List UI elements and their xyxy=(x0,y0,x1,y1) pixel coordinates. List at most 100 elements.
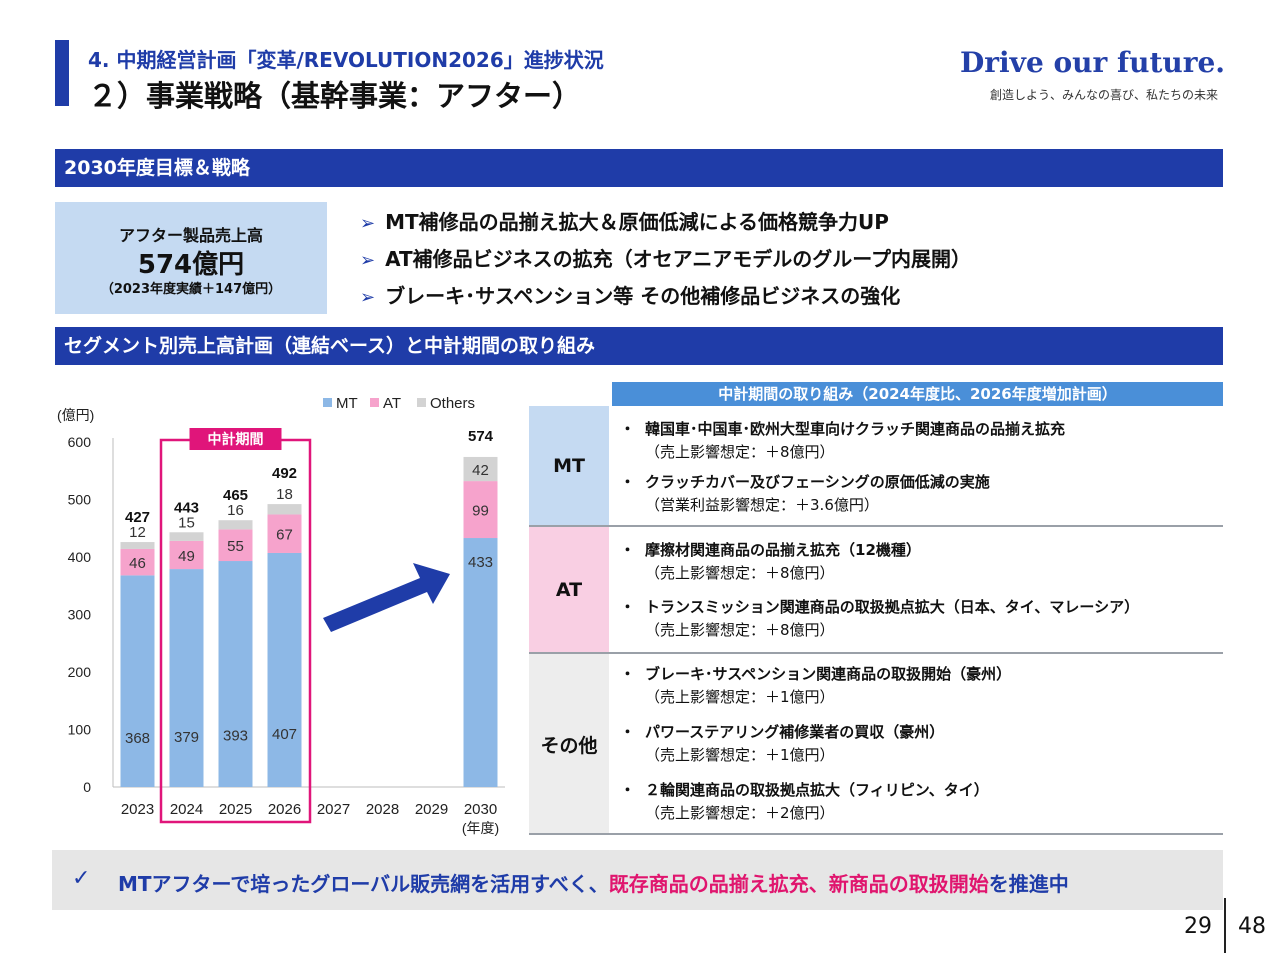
bar-segment-mt xyxy=(120,575,155,787)
bar-segment-others xyxy=(267,504,302,515)
bullet-icon: ・ xyxy=(620,781,636,799)
data-label: 368 xyxy=(125,730,150,747)
initiative-item: ・トランスミッション関連商品の取扱拠点拡大（日本、タイ、マレーシア） （売上影響… xyxy=(620,596,1139,642)
bar-segment-others xyxy=(463,456,498,482)
strategy-text: MT補修品の品揃え拡大＆原価低減による価格競争力UP xyxy=(385,210,889,234)
data-label: 16 xyxy=(227,502,244,519)
x-tick-label: 2029 xyxy=(415,801,448,818)
header-subtitle: 4. 中期経営計画「変革/REVOLUTION2026」進捗状況 xyxy=(88,48,604,72)
brand-tagline: 創造しよう、みんなの喜び、私たちの未来 xyxy=(989,88,1218,102)
summary-box xyxy=(52,850,1223,910)
initiative-sub: （売上影響想定：＋8億円） xyxy=(645,564,835,582)
strategy-text: AT補修品ビジネスの拡充（オセアニアモデルのグループ内展開） xyxy=(385,247,972,271)
initiative-main: 韓国車･中国車･欧州大型車向けクラッチ関連商品の品揃え拡充 xyxy=(645,420,1066,438)
page-divider xyxy=(1224,898,1226,953)
summary-text: MTアフターで培ったグローバル販売網を活用すべく、既存商品の品揃え拡充、新商品の… xyxy=(118,868,1069,897)
growth-arrow-icon xyxy=(323,563,450,632)
bar-segment-at xyxy=(267,514,302,553)
initiative-sub: （売上影響想定：＋1億円） xyxy=(645,688,835,706)
y-tick-label: 600 xyxy=(68,434,92,450)
data-label: 379 xyxy=(174,729,199,746)
bar-segment-others xyxy=(218,520,253,530)
bar-segment-others xyxy=(120,542,155,549)
category-at: AT xyxy=(529,527,609,652)
initiative-item: ・摩擦材関連商品の品揃え拡充（12機種） （売上影響想定：＋8億円） xyxy=(620,539,921,585)
initiative-item: ・クラッチカバー及びフェーシングの原価低減の実施 （営業利益影響想定：＋3.6億… xyxy=(620,471,990,517)
initiative-main: ２輪関連商品の取扱拠点拡大（フィリピン、タイ） xyxy=(645,781,989,799)
legend-label: MT xyxy=(336,395,358,412)
data-label: 12 xyxy=(129,524,146,541)
segment-sales-chart: 0 100 200 300 400 500 600 (億円) 2023 2024 2025 2026 2… xyxy=(57,395,505,836)
bar-segment-mt xyxy=(218,561,253,787)
initiative-sub: （売上影響想定：＋2億円） xyxy=(645,804,835,822)
category-others: その他 xyxy=(529,654,609,834)
x-tick-label: 2026 xyxy=(268,801,301,818)
page-number: 29 xyxy=(1184,914,1212,939)
bar-segment-at xyxy=(463,481,498,539)
legend-swatch xyxy=(323,398,332,407)
bar-segment-mt xyxy=(463,538,498,787)
bullet-icon: ・ xyxy=(620,420,636,438)
data-label: 55 xyxy=(227,538,244,555)
target-label: アフター製品売上高 xyxy=(118,226,263,245)
y-tick-label: 400 xyxy=(68,549,92,565)
initiatives-header: 中計期間の取り組み（2024年度比、2026年度増加計画） xyxy=(612,382,1223,406)
check-icon: ✓ xyxy=(72,866,91,891)
target-box: アフター製品売上高 574億円 （2023年度実績＋147億円） xyxy=(55,202,327,314)
bullet-icon: ・ xyxy=(620,598,636,616)
y-tick-label: 300 xyxy=(68,607,92,623)
target-value: 574億円 xyxy=(137,250,245,280)
legend-label: AT xyxy=(383,395,401,412)
row-divider xyxy=(529,652,1223,654)
y-tick-label: 0 xyxy=(83,779,91,795)
data-label: 49 xyxy=(178,548,195,565)
data-label: 433 xyxy=(468,554,493,571)
target-note: （2023年度実績＋147億円） xyxy=(100,282,282,297)
initiative-sub: （売上影響想定：＋1億円） xyxy=(645,746,835,764)
bar-segment-at xyxy=(169,540,204,570)
arrow-bullet-icon: ➢ xyxy=(360,213,376,234)
x-tick-label: 2028 xyxy=(366,801,399,818)
x-axis-label: (年度) xyxy=(462,820,499,836)
initiative-sub: （営業利益影響想定：＋3.6億円） xyxy=(645,496,879,514)
strategy-item: ➢ MT補修品の品揃え拡大＆原価低減による価格競争力UP xyxy=(360,206,889,235)
section-title-segments: セグメント別売上高計画（連結ベース）と中計期間の取り組み xyxy=(55,327,1223,365)
page-title: ２）事業戦略（基幹事業：アフター） xyxy=(88,79,582,113)
y-tick-label: 200 xyxy=(68,664,92,680)
legend-swatch xyxy=(417,398,426,407)
data-label: 99 xyxy=(472,503,489,520)
bar-segment-mt xyxy=(169,569,204,787)
header-accent-bar xyxy=(55,40,69,106)
y-tick-label: 500 xyxy=(68,492,92,508)
brand-logo: Drive our future. xyxy=(960,46,1226,79)
initiative-main: トランスミッション関連商品の取扱拠点拡大（日本、タイ、マレーシア） xyxy=(645,598,1140,616)
x-tick-label: 2030 xyxy=(464,801,497,818)
initiative-item: ・ブレーキ･サスペンション関連商品の取扱開始（豪州） （売上影響想定：＋1億円） xyxy=(620,663,1011,709)
bar-segment-mt xyxy=(267,552,302,787)
page-total: 48 xyxy=(1238,914,1266,939)
data-label: 18 xyxy=(276,486,293,503)
y-tick-label: 100 xyxy=(68,722,92,738)
initiative-item: ・パワーステアリング補修業者の買収（豪州） （売上影響想定：＋1億円） xyxy=(620,721,944,767)
legend-label: Others xyxy=(430,395,475,412)
section-title-targets: 2030年度目標＆戦略 xyxy=(55,149,1223,187)
initiative-main: ブレーキ･サスペンション関連商品の取扱開始（豪州） xyxy=(645,665,1012,683)
strategy-item: ➢ ブレーキ･サスペンション等 その他補修品ビジネスの強化 xyxy=(360,280,900,309)
data-label: 393 xyxy=(223,728,248,745)
total-label: 443 xyxy=(174,499,199,516)
bar-segment-at xyxy=(120,548,155,576)
row-divider xyxy=(529,833,1223,835)
summary-text-a: MTアフターで培ったグローバル販売網を活用すべく、 xyxy=(118,872,609,896)
summary-text-highlight: 既存商品の品揃え拡充、新商品の取扱開始 xyxy=(608,872,989,896)
x-tick-label: 2027 xyxy=(317,801,350,818)
initiative-item: ・ ２輪関連商品の取扱拠点拡大（フィリピン、タイ） （売上影響想定：＋2億円） xyxy=(620,779,989,825)
strategy-text: ブレーキ･サスペンション等 その他補修品ビジネスの強化 xyxy=(385,284,901,308)
bullet-icon: ・ xyxy=(620,665,636,683)
data-label: 67 xyxy=(276,527,293,544)
initiative-sub: （売上影響想定：＋8億円） xyxy=(645,621,835,639)
y-axis-label: (億円) xyxy=(57,407,94,423)
bar-segment-at xyxy=(218,529,253,562)
strategy-item: ➢ AT補修品ビジネスの拡充（オセアニアモデルのグループ内展開） xyxy=(360,243,971,272)
highlight-label: 中計期間 xyxy=(208,431,264,447)
category-mt: MT xyxy=(529,406,609,525)
